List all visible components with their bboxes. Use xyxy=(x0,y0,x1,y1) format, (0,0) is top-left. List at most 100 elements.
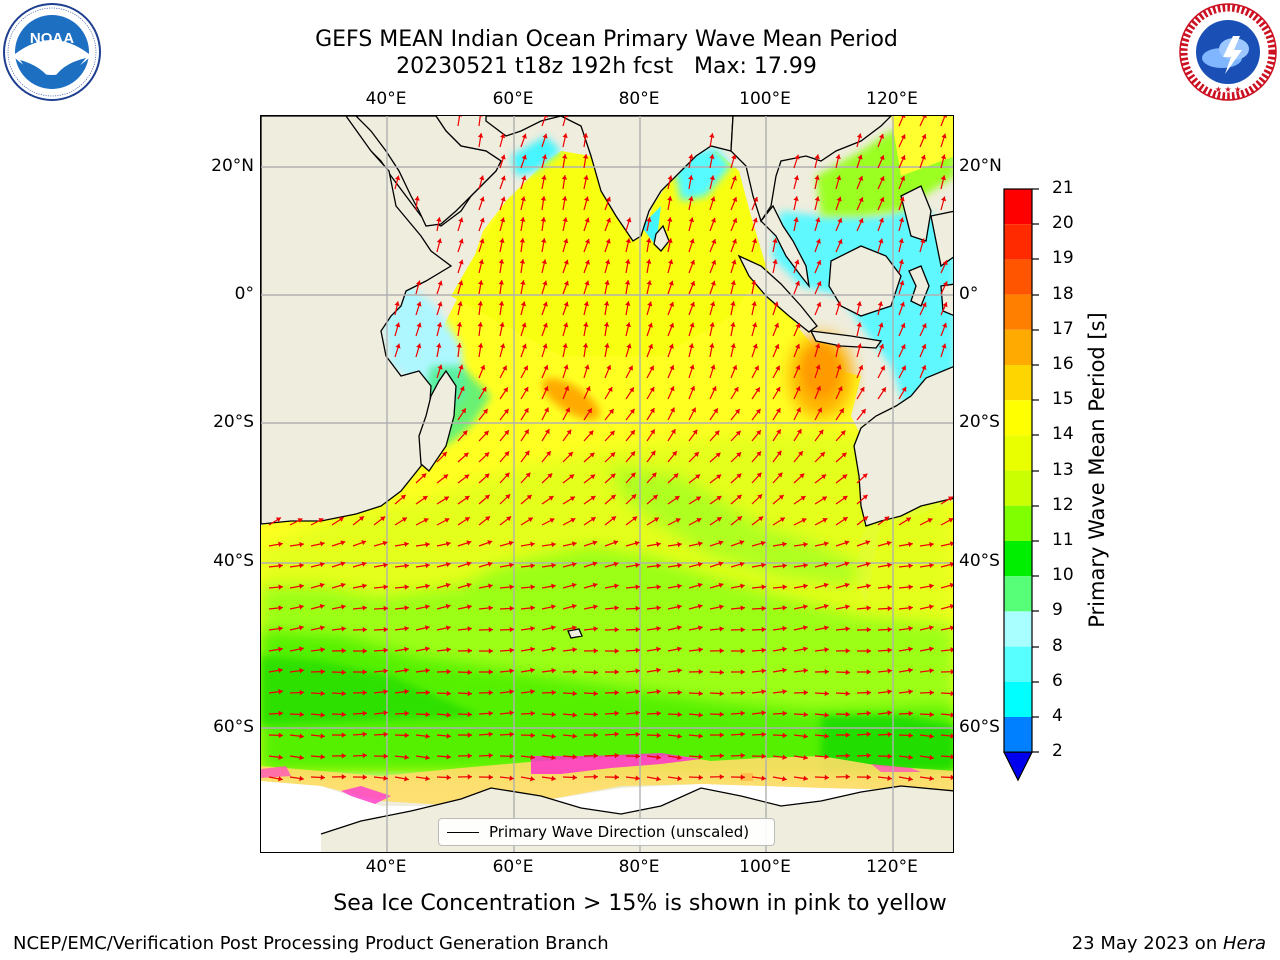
wave-arrow-head xyxy=(530,754,535,760)
wave-arrow-head xyxy=(900,116,906,119)
wave-arrow-head xyxy=(565,407,570,413)
wave-arrow-head xyxy=(446,733,451,739)
wave-arrow-head xyxy=(656,541,661,547)
wave-arrow-head xyxy=(320,754,325,760)
wave-arrow-head xyxy=(816,385,822,391)
wave-arrow-head xyxy=(731,238,737,244)
wave-arrow-head xyxy=(901,365,906,371)
wave-arrow-head xyxy=(524,429,529,435)
wave-arrow-head xyxy=(425,711,430,718)
wave-arrow-head xyxy=(858,197,864,203)
wave-arrow-head xyxy=(908,563,913,569)
wave-arrow-head xyxy=(278,754,283,760)
wave-arrow-head xyxy=(899,280,905,286)
wave-arrow-head xyxy=(667,175,673,181)
wave-arrow-head xyxy=(583,322,589,327)
bottom-lon-label-80e: 80°E xyxy=(618,857,660,877)
map-panel[interactable] xyxy=(260,115,954,853)
wave-arrow-head xyxy=(697,541,703,547)
wave-arrow-head xyxy=(626,217,632,223)
wave-arrow-head xyxy=(656,776,661,782)
wave-arrow-head xyxy=(416,343,422,349)
wave-arrow-head xyxy=(693,452,699,457)
wave-arrow-head xyxy=(521,175,527,181)
wave-arrow-head xyxy=(509,710,514,716)
wave-arrow-head xyxy=(782,754,787,760)
colorbar-tick-mark xyxy=(1032,223,1039,225)
wave-arrow-head xyxy=(667,217,673,222)
bottom-lon-label-100e: 100°E xyxy=(739,857,791,877)
wave-arrow-head xyxy=(816,260,822,266)
wave-arrow-head xyxy=(563,301,569,307)
wave-arrow-head xyxy=(464,474,470,480)
wave-arrow-head xyxy=(866,627,871,633)
wave-arrow-head xyxy=(478,259,484,265)
wave-arrow-head xyxy=(509,562,514,568)
colorbar-segment-21 xyxy=(1004,189,1032,225)
wave-arrow-head xyxy=(719,669,724,676)
wave-arrow-head xyxy=(341,669,346,676)
wave-arrow-head xyxy=(488,774,493,780)
wave-arrow-head xyxy=(929,775,934,782)
wave-arrow-head xyxy=(361,540,367,546)
wave-arrow-head xyxy=(362,669,367,675)
colorbar-tick-label-16: 16 xyxy=(1052,354,1074,374)
wave-arrow-head xyxy=(625,259,631,264)
wave-arrow-head xyxy=(841,452,847,458)
wave-arrow-head xyxy=(549,518,555,523)
wave-arrow-head xyxy=(758,516,764,522)
wave-arrow-head xyxy=(488,583,493,589)
wave-arrow-head xyxy=(740,669,745,675)
wave-arrow-head xyxy=(278,732,283,739)
wave-arrow-head xyxy=(572,647,577,653)
colorbar-tick-label-21: 21 xyxy=(1052,178,1074,198)
wave-arrow-head xyxy=(698,754,703,760)
wave-arrow-head xyxy=(845,648,850,654)
wave-arrow-head xyxy=(761,605,766,612)
wave-arrow-head xyxy=(551,668,556,674)
wave-arrow-head xyxy=(690,385,696,391)
wave-arrow-head xyxy=(719,604,724,610)
wave-arrow-head xyxy=(908,605,913,611)
wave-arrow-head xyxy=(677,668,682,674)
wave-arrow-head xyxy=(530,710,535,717)
wave-arrow-head xyxy=(929,754,934,761)
wave-arrow-head xyxy=(823,541,829,547)
wave-arrow-head xyxy=(648,343,654,349)
wave-arrow-head xyxy=(752,343,758,349)
wave-arrow-head xyxy=(551,711,556,718)
wave-arrow-head xyxy=(563,238,569,244)
wave-arrow-head xyxy=(881,387,886,393)
wave-arrow-head xyxy=(782,689,787,695)
wave-period-map xyxy=(261,116,953,852)
wave-arrow-head xyxy=(949,582,953,588)
wave-arrow-head xyxy=(436,322,443,328)
wave-arrow-head xyxy=(836,175,842,181)
wave-arrow-head xyxy=(424,604,430,610)
wave-arrow-head xyxy=(458,217,464,223)
wave-arrow-head xyxy=(582,154,589,159)
colorbar-segment-10 xyxy=(1004,576,1032,612)
wave-arrow-head xyxy=(761,753,766,759)
wave-arrow-head xyxy=(593,732,598,738)
sea-ice-note: Sea Ice Concentration > 15% is shown in … xyxy=(333,891,947,916)
wave-arrow-head xyxy=(858,218,864,224)
left-lat-label-20n: 20°N xyxy=(211,156,254,176)
wave-arrow-head xyxy=(604,280,610,285)
wave-arrow-head xyxy=(593,626,598,632)
wave-arrow-head xyxy=(563,280,569,286)
wave-arrow-head xyxy=(677,583,682,589)
wave-arrow-head xyxy=(457,301,463,307)
wave-arrow-head xyxy=(404,710,409,717)
colorbar-segment-9 xyxy=(1004,611,1032,647)
wave-arrow-head xyxy=(320,712,325,718)
wave-arrow-head xyxy=(802,625,808,631)
wave-arrow-head xyxy=(484,494,490,500)
wave-arrow-head xyxy=(275,517,281,523)
wave-arrow-head xyxy=(635,710,640,716)
wave-arrow-head xyxy=(656,646,661,652)
wave-arrow xyxy=(541,116,547,127)
wave-arrow-head xyxy=(775,365,780,371)
wave-arrow-head xyxy=(887,668,892,674)
wave-arrow-head xyxy=(530,646,535,652)
